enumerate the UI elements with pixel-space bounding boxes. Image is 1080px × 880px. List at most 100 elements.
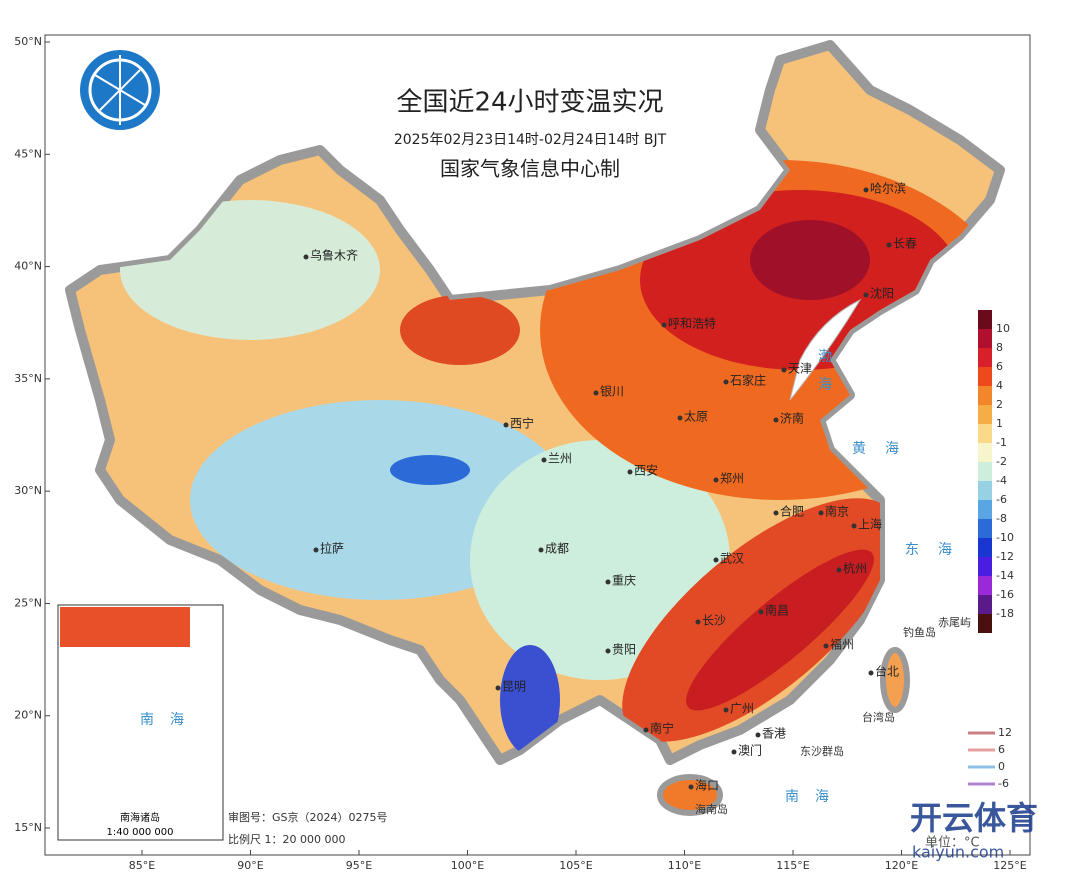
legend-swatch [978,310,992,329]
city-label: 呼和浩特 [668,316,716,331]
legend-swatch [978,405,992,424]
city-dot [313,547,319,553]
city-label: 合肥 [780,504,804,519]
legend-label: -14 [996,569,1014,582]
city-label: 济南 [780,411,804,426]
legend-swatch [978,462,992,481]
city-label: 杭州 [843,561,867,576]
legend-label: -8 [996,512,1007,525]
city-dot [886,242,892,248]
city-dot [677,415,683,421]
logo [80,50,160,130]
inset: 南海诸岛 1:40 000 000 南 海 [57,604,224,841]
lat-tick-label: 45°N [14,147,42,160]
city-label: 石家庄 [730,373,766,388]
city-label: 台北 [875,664,899,679]
legend-swatch [978,538,992,557]
legend-line-label: 6 [998,743,1005,756]
legend-swatch [978,557,992,576]
lat-tick-label: 15°N [14,821,42,834]
lat-tick-label: 30°N [14,484,42,497]
city-label: 乌鲁木齐 [310,248,358,263]
city-dot [863,292,869,298]
city-label: 南宁 [650,721,674,736]
sea-label: 海 [885,441,899,457]
watermark-brand: 开云体育 [910,799,1038,837]
city-dot [713,557,719,563]
lon-tick-label: 105°E [559,859,592,872]
city-label: 贵阳 [612,643,636,657]
lon-tick-label: 115°E [776,859,809,872]
city-label: 兰州 [548,452,572,466]
inset-scale: 1:40 000 000 [107,827,174,838]
lon-tick-label: 90°E [237,859,263,872]
city-label: 武汉 [720,552,744,566]
city-dot [758,609,764,615]
island-label: 钓鱼岛 [903,625,936,639]
legend-line-label: 12 [998,726,1012,739]
sea-label: 海 [938,542,952,558]
city-dot [503,422,509,428]
legend-swatch [978,595,992,614]
city-label: 香港 [762,727,786,741]
legend-swatch [978,500,992,519]
inset-title: 南海诸岛 [120,811,160,824]
city-dot [781,367,787,373]
city-dot [723,707,729,713]
city-dot [823,643,829,649]
legend-label: 10 [996,322,1010,335]
city-dot [695,619,701,625]
city-dot [661,322,667,328]
legend-swatch [978,614,992,633]
legend-swatch [978,519,992,538]
inset-sea: 南 [140,712,154,728]
city-dot [773,510,779,516]
legend-label: 1 [996,417,1003,430]
scale-note: 比例尺 1：20 000 000 [228,832,345,846]
city-label: 郑州 [720,471,744,486]
legend-label: -6 [996,493,1007,506]
lon-tick-label: 110°E [668,859,701,872]
legend-label: 2 [996,398,1003,411]
sea-label: 渤 [818,349,832,365]
city-dot [868,670,874,676]
city-dot [836,567,842,573]
legend-label: -1 [996,436,1007,449]
city-label: 南昌 [765,603,789,618]
city-dot [538,547,544,553]
legend-swatch [978,348,992,367]
legend-line-label: 0 [998,760,1005,773]
legend-swatch [978,367,992,386]
legend-label: -12 [996,550,1014,563]
legend-label: -4 [996,474,1007,487]
island-label: 台湾岛 [862,710,895,724]
city-dot [605,579,611,585]
lat-tick-label: 20°N [14,709,42,722]
city-dot [303,254,309,260]
legend-swatch [978,481,992,500]
city-label: 南京 [825,504,849,519]
island-label: 东沙群岛 [800,744,844,758]
city-label: 西安 [634,463,658,478]
lon-tick-label: 120°E [885,859,918,872]
inset-sea: 海 [170,712,184,728]
city-dot [723,379,729,385]
legend-label: 6 [996,360,1003,373]
city-label: 重庆 [612,574,636,588]
city-dot [688,784,694,790]
city-dot [851,523,857,529]
city-dot [627,469,633,475]
lon-tick-label: 125°E [993,859,1026,872]
city-dot [605,648,611,654]
city-label: 西宁 [510,416,534,431]
island-label: 赤尾屿 [938,616,971,629]
sea-label: 东 [905,542,919,558]
city-dot [541,457,547,463]
city-label: 成都 [545,542,569,556]
city-label: 沈阳 [870,286,894,301]
legend-label: -10 [996,531,1014,544]
city-label: 澳门 [738,743,762,758]
lat-tick-label: 40°N [14,260,42,273]
